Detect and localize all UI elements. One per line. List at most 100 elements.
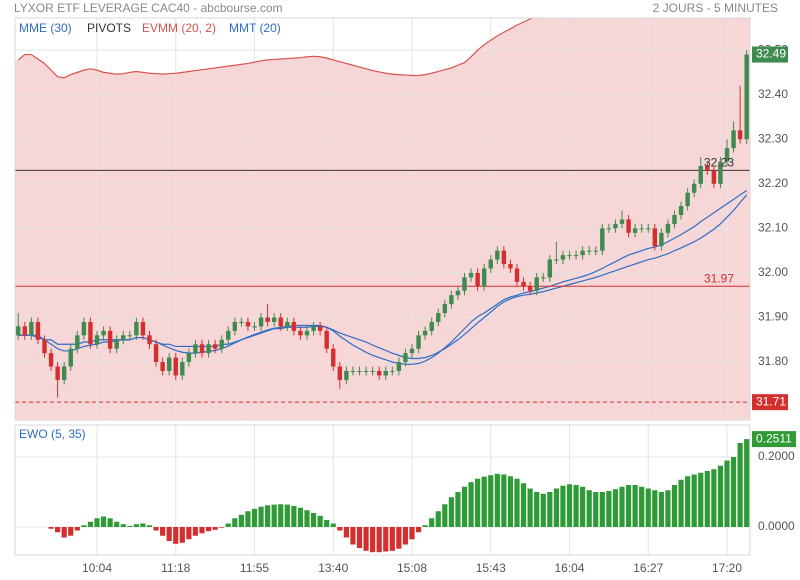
candle-body [22, 326, 28, 336]
histogram-bar [566, 484, 573, 527]
candle-body [724, 148, 730, 162]
candle-body [580, 250, 585, 256]
histogram-bar [212, 526, 218, 530]
candle-body [744, 54, 749, 140]
indicator-title: EWO (5, 35) [19, 427, 86, 441]
x-tick-label: 15:08 [397, 561, 427, 575]
histogram-bar [140, 523, 146, 527]
candle-body [711, 170, 717, 184]
candle-body [121, 335, 126, 340]
overlay: 32.5032.4032.3032.2032.1032.0031.9031.80… [82, 42, 796, 575]
histogram-bar [652, 490, 658, 527]
x-tick-label: 11:55 [240, 561, 269, 575]
last-value-label: 0.2511 [756, 431, 792, 445]
histogram-bar [435, 511, 441, 527]
x-tick-label: 10:04 [82, 561, 112, 575]
candle-body [567, 255, 572, 257]
candle-body [101, 330, 106, 336]
y-tick-label: 31.90 [758, 310, 788, 324]
histogram-bar [356, 526, 363, 548]
candle-body [199, 344, 205, 354]
histogram-bar [317, 515, 323, 527]
legend-entry: PIVOTS [87, 21, 131, 35]
candle-body [409, 348, 415, 354]
histogram-bar [396, 526, 402, 549]
y-tick-label: 0.2000 [758, 449, 795, 463]
histogram-bar [730, 456, 737, 527]
candle-body [468, 272, 474, 278]
histogram-bar [671, 484, 678, 527]
candle-body [731, 130, 736, 149]
histogram-bar [409, 526, 415, 540]
candle-body [258, 317, 264, 327]
candle-body [127, 335, 133, 337]
histogram-bar [68, 526, 74, 536]
histogram-bar [507, 476, 514, 527]
candle-body [488, 259, 493, 269]
x-tick-label: 16:04 [554, 561, 584, 575]
candle-body [475, 272, 480, 287]
y-tick-label: 32.30 [758, 131, 788, 145]
histogram-bar [284, 504, 290, 527]
candle-body [16, 326, 21, 336]
candle-body [252, 326, 257, 328]
pivot-label: 31.71 [756, 394, 786, 408]
histogram-bar [350, 526, 356, 545]
histogram-bar [133, 524, 139, 527]
candle-body [626, 219, 631, 233]
histogram-bar [127, 525, 133, 527]
period-label: 2 JOURS - 5 MINUTES [653, 1, 778, 15]
candle-body [560, 255, 566, 260]
histogram-bar [717, 465, 724, 527]
histogram-bar [186, 526, 192, 540]
histogram-bar [606, 490, 612, 527]
candle-body [691, 183, 697, 193]
candle-body [383, 370, 388, 376]
histogram-bar [291, 505, 297, 527]
histogram-bar [160, 526, 166, 536]
candle-body [554, 259, 559, 261]
x-tick-label: 13:40 [318, 561, 348, 575]
candle-body [698, 165, 703, 184]
histogram-bar [153, 526, 159, 531]
histogram-bar [468, 482, 474, 527]
histogram-bar [107, 518, 113, 527]
candle-body [186, 353, 192, 363]
histogram-bar [205, 526, 212, 532]
candle-body [672, 214, 677, 224]
candle-body [685, 192, 690, 207]
histogram-bar [192, 526, 199, 536]
candle-body [534, 277, 539, 291]
histogram-bar [455, 491, 461, 527]
histogram-bar [415, 526, 422, 533]
candle-body [61, 366, 67, 380]
histogram-bar [481, 476, 487, 527]
candle-body [239, 321, 244, 323]
histogram-bar [514, 478, 520, 527]
histogram-bar [520, 483, 527, 527]
histogram-bar [337, 526, 343, 531]
histogram-bar [580, 486, 586, 527]
candle-body [508, 264, 513, 269]
histogram-bar [402, 526, 409, 545]
candle-body [646, 228, 651, 230]
histogram-bar [199, 526, 205, 534]
histogram-bar [612, 489, 619, 527]
histogram-bar [271, 504, 277, 527]
histogram-bar [146, 525, 153, 527]
histogram-bar [658, 491, 664, 527]
histogram-bar [114, 521, 120, 527]
x-tick-label: 16:27 [633, 561, 663, 575]
histogram-bar [389, 526, 395, 551]
histogram-bar [383, 526, 389, 552]
envelope-line [17, 18, 534, 79]
candle-body [304, 330, 310, 336]
candle-body [613, 223, 618, 229]
histogram-bar [100, 516, 107, 527]
histogram-bar [678, 479, 684, 527]
histogram-bar [744, 439, 750, 527]
candle-body [219, 339, 224, 349]
candle-body [495, 250, 500, 260]
candle-body [331, 348, 336, 367]
